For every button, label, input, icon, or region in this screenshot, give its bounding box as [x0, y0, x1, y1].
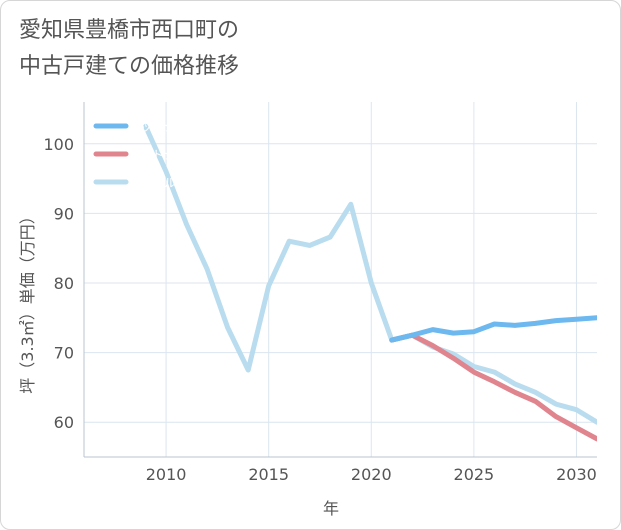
- x-tick-label: 2010: [146, 465, 187, 484]
- y-tick-label: 100: [43, 135, 74, 154]
- x-tick-label: 2015: [248, 465, 289, 484]
- y-axis-label: 坪（3.3㎡）単価（万円）: [18, 208, 37, 393]
- x-tick-label: 2030: [556, 465, 597, 484]
- legend-label: グッドシナリオ: [128, 120, 212, 134]
- legend-label: バッドシナリオ: [128, 148, 212, 162]
- chart-title-line-2: 中古戸建ての価格推移: [19, 54, 240, 79]
- y-tick-label: 60: [54, 413, 74, 432]
- x-tick-label: 2020: [351, 465, 392, 484]
- x-axis-label: 年: [323, 499, 339, 518]
- series-lines: [143, 123, 597, 442]
- legend-label: ノーマルシナリオ: [128, 176, 224, 190]
- series-line-2: [143, 123, 597, 425]
- y-tick-label: 90: [54, 204, 74, 223]
- axes: [83, 102, 597, 458]
- chart-title-line-1: 愛知県豊橋市西口町の: [19, 18, 240, 43]
- x-tick-label: 2025: [454, 465, 495, 484]
- series-line-1: [389, 332, 597, 442]
- tick-labels: 60 70 80 90 100 2010 2015 2020 2025 2030: [43, 135, 596, 484]
- gridlines: [84, 102, 597, 457]
- y-tick-label: 70: [54, 344, 74, 363]
- y-tick-label: 80: [54, 274, 74, 293]
- series-line-0: [389, 315, 597, 343]
- chart-title: 愛知県豊橋市西口町の 中古戸建ての価格推移: [19, 13, 239, 85]
